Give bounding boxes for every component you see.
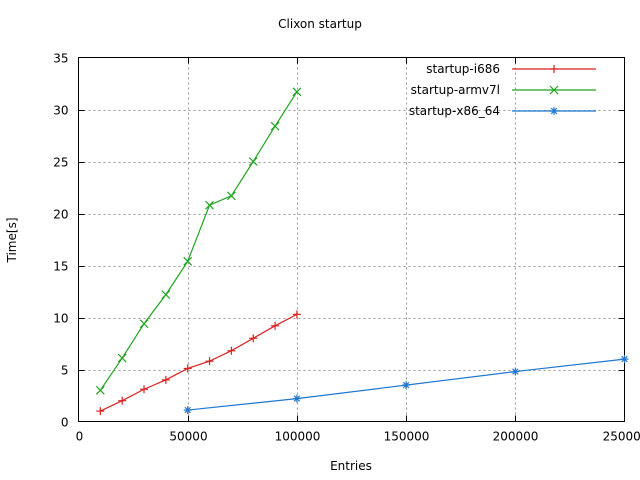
data-point-marker [249,334,258,343]
data-point-marker [620,355,629,364]
x-tick-label: 200000 [493,430,539,444]
data-point-marker [227,346,236,355]
y-tick-label: 10 [53,312,68,326]
x-tick-label: 0 [76,430,84,444]
series-line [100,313,298,412]
legend-label-startup-armv7l: startup-armv7l [411,83,500,97]
data-point-marker [183,364,192,373]
data-point-marker [118,396,127,405]
series-startup-armv7l [95,87,302,395]
data-point-marker [248,157,258,166]
grid-lines [78,57,625,422]
y-tick-label: 15 [53,260,68,274]
series-startup-x86_64 [183,355,629,415]
x-axis-label: Entries [330,459,372,473]
y-axis-label: Time[s] [5,218,19,264]
y-tick-label: 5 [61,364,69,378]
data-point-marker [271,321,280,330]
data-point-marker [270,121,280,131]
x-tick-label: 50000 [169,430,207,444]
x-axis-ticks: 0 50000 100000 150000 200000 250000 [76,57,640,444]
data-point-marker [402,381,411,390]
data-point-marker [226,191,236,201]
data-point-marker [550,107,558,115]
data-point-marker [161,290,171,300]
data-point-marker [95,385,105,395]
data-point-marker [292,310,301,319]
data-point-marker [292,394,301,403]
data-point-marker [183,256,193,266]
data-point-marker [117,353,127,363]
x-tick-label: 150000 [384,430,430,444]
x-tick-label: 250000 [603,430,640,444]
chart-legend: startup-i686 startup-armv7l startup-x86_64 [409,62,596,118]
data-point-marker [161,375,170,384]
data-point-marker [549,85,559,95]
data-point-marker [183,406,192,415]
series-line [99,91,298,391]
legend-label-startup-i686: startup-i686 [426,62,500,76]
data-point-marker [140,385,149,394]
y-tick-label: 20 [53,208,68,222]
chart-title: Clixon startup [278,17,362,31]
y-tick-label: 25 [53,156,68,170]
data-point-marker [139,319,149,329]
legend-label-startup-x86_64: startup-x86_64 [409,104,500,118]
series-startup-i686 [96,310,301,416]
y-tick-label: 0 [61,416,69,430]
plot-border [78,57,625,422]
y-axis-ticks: 0 5 10 15 20 25 30 35 [53,52,625,430]
y-tick-label: 35 [53,52,68,66]
data-point-marker [292,87,302,97]
x-tick-label: 100000 [275,430,321,444]
y-tick-label: 30 [53,104,68,118]
data-series [95,87,629,416]
data-point-marker [511,367,520,376]
data-point-marker [205,200,214,210]
data-point-marker [96,407,105,416]
data-point-marker [205,357,214,366]
data-point-marker [550,65,558,73]
